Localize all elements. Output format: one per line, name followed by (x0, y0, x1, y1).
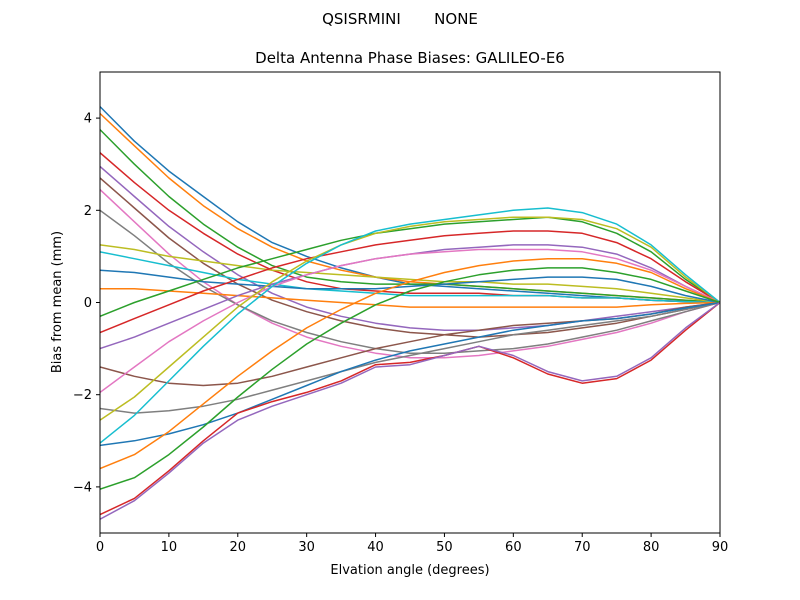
x-tick-label: 10 (161, 540, 178, 555)
x-tick-label: 20 (230, 540, 247, 555)
axes-layer: 0 10 20 30 40 50 60 70 80 90 −4 −2 0 2 4 (73, 71, 729, 555)
x-tick-label: 30 (298, 540, 315, 555)
series-line-18 (100, 301, 720, 414)
y-tick-label: −2 (73, 388, 92, 403)
series-line-5 (100, 165, 720, 331)
series-line-14 (100, 230, 720, 334)
series-line-21 (100, 301, 720, 447)
series-line-10 (100, 251, 720, 304)
x-tick-label: 0 (96, 540, 104, 555)
x-tick-label: 40 (367, 540, 384, 555)
x-axis-label: Elvation angle (degrees) (330, 563, 489, 578)
x-tick-label: 80 (643, 540, 660, 555)
series-line-24 (100, 301, 720, 516)
series-line-6 (100, 177, 720, 338)
x-tick-label: 90 (712, 540, 729, 555)
x-tick-label: 70 (574, 540, 591, 555)
series-line-12 (100, 287, 720, 308)
x-tick-label: 50 (436, 540, 453, 555)
series-line-8 (100, 209, 720, 354)
y-tick-label: 0 (84, 296, 92, 311)
series-line-22 (100, 257, 720, 470)
y-axis-label: Bias from mean (mm) (50, 231, 65, 373)
y-tick-label: 2 (84, 204, 92, 219)
series-line-17 (100, 248, 720, 394)
figure-suptitle: QSISRMINI NONE (322, 10, 478, 28)
series-line-25 (100, 301, 720, 520)
series-line-3 (100, 129, 720, 304)
series-line-20 (100, 207, 720, 444)
series-layer (100, 106, 720, 520)
series-line-19 (100, 216, 720, 421)
x-tick-label: 60 (505, 540, 522, 555)
series-line-11 (100, 269, 720, 304)
series-line-23 (100, 267, 720, 490)
chart-title: Delta Antenna Phase Biases: GALILEO-E6 (255, 49, 565, 67)
series-line-9 (100, 244, 720, 304)
y-tick-label: 4 (84, 112, 92, 127)
y-tick-label: −4 (73, 480, 92, 495)
series-line-13 (100, 216, 720, 317)
